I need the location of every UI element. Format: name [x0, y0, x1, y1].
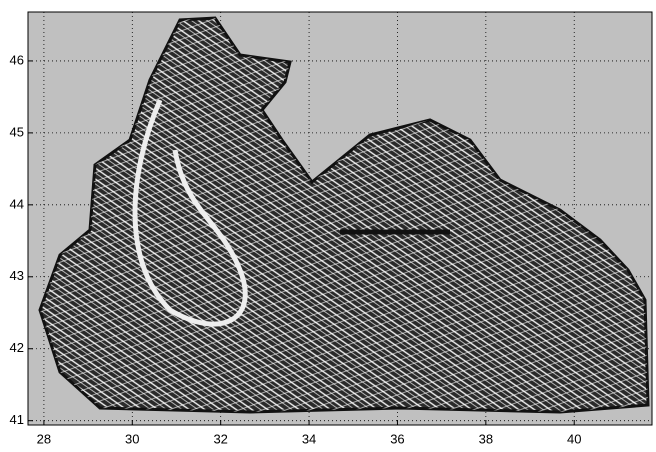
x-tick-label: 34 — [302, 431, 316, 446]
chart: 28 30 32 34 36 38 40 41 42 43 44 45 46 — [0, 0, 656, 452]
x-tick-label: 38 — [479, 431, 493, 446]
x-tick-label: 36 — [390, 431, 404, 446]
x-tick-label: 40 — [567, 431, 581, 446]
page: {"chart_data": {"type": "quiver", "xlim"… — [0, 0, 656, 452]
x-tick-label: 28 — [37, 431, 51, 446]
y-tick-label: 43 — [10, 268, 24, 283]
y-tick-label: 44 — [10, 196, 24, 211]
x-tick-label: 30 — [125, 431, 139, 446]
y-tick-label: 42 — [10, 340, 24, 355]
y-tick-label: 41 — [10, 412, 24, 427]
y-tick-label: 46 — [10, 52, 24, 67]
y-tick-label: 45 — [10, 124, 24, 139]
x-tick-label: 32 — [213, 431, 227, 446]
